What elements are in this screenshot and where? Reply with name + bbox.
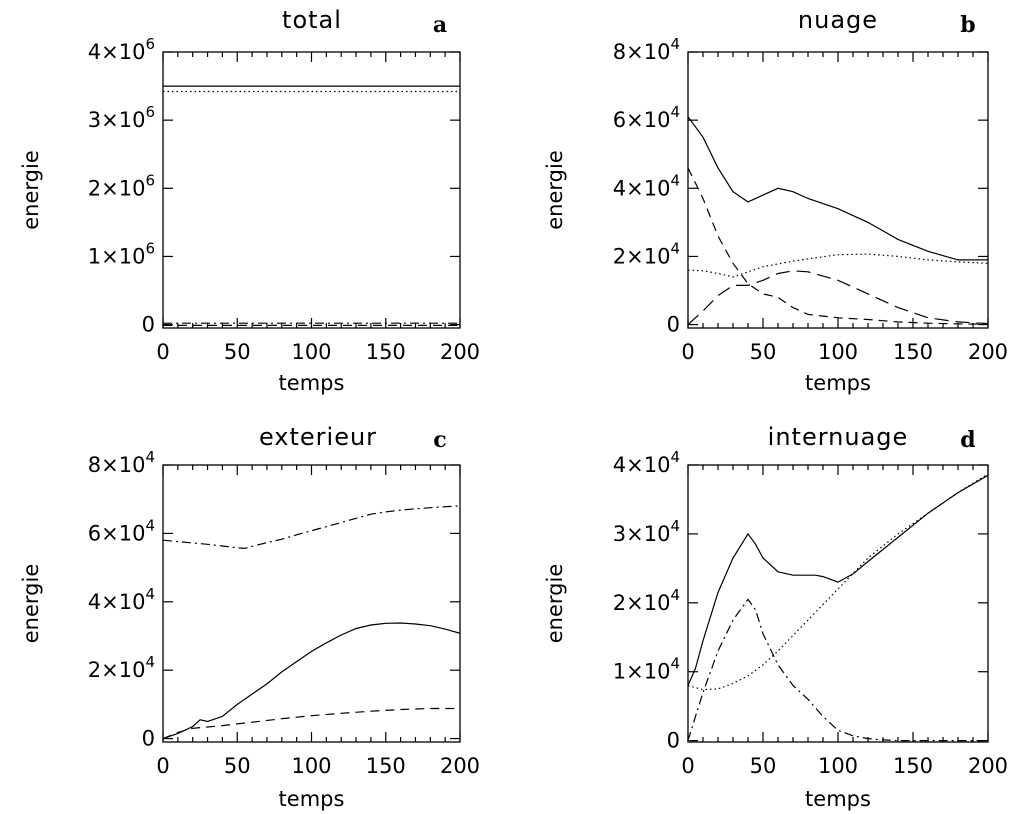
chart-title: exterieur xyxy=(259,423,377,451)
x-tick-label: 50 xyxy=(224,754,251,778)
y-tick-label: 2×104 xyxy=(613,586,680,615)
series-line-solid xyxy=(163,622,460,740)
panel-letter: b xyxy=(960,12,975,38)
y-tick-label: 0 xyxy=(667,729,680,753)
series-line-dashdot xyxy=(688,598,988,742)
x-tick-label: 150 xyxy=(893,754,933,778)
y-axis-label: energie xyxy=(543,150,567,230)
y-tick-label: 4×104 xyxy=(613,171,680,200)
chart-panel-d: internuage d 0 50 100 150 200 0 1×104 2×104 3×104 4… xyxy=(543,423,1008,811)
x-axis-label: temps xyxy=(279,371,345,395)
x-tick-label: 200 xyxy=(968,754,1008,778)
x-tick-label: 0 xyxy=(156,754,169,778)
series-line-dashed xyxy=(163,707,460,740)
panel-letter: a xyxy=(433,12,447,38)
y-tick-label: 3×106 xyxy=(88,103,155,132)
x-tick-label: 50 xyxy=(750,340,777,364)
x-tick-label: 100 xyxy=(818,340,858,364)
series-line-dashdot xyxy=(163,505,460,550)
x-axis-label: temps xyxy=(805,371,871,395)
panel-letter: d xyxy=(960,427,975,453)
chart-panel-a: total a 0 50 100 150 200 0 1×106 2×106 3×106 4×106 t… xyxy=(19,6,480,395)
y-tick-label: 4×104 xyxy=(88,585,155,614)
y-tick-label: 3×104 xyxy=(613,517,680,546)
x-tick-label: 200 xyxy=(440,340,480,364)
y-tick-label: 8×104 xyxy=(88,448,155,477)
plot-frame xyxy=(687,51,989,329)
x-tick-label: 150 xyxy=(366,340,406,364)
y-tick-label: 4×104 xyxy=(613,448,680,477)
x-tick-label: 0 xyxy=(681,754,694,778)
y-tick-label: 4×106 xyxy=(88,35,155,64)
x-tick-label: 50 xyxy=(224,340,251,364)
plot-frame xyxy=(162,51,461,329)
series-line-dashed xyxy=(688,167,988,325)
series-line-longdash xyxy=(688,270,988,326)
y-tick-label: 8×104 xyxy=(613,35,680,64)
y-axis-label: energie xyxy=(543,564,567,644)
panel-letter: c xyxy=(433,427,446,453)
y-axis-label: energie xyxy=(19,564,43,644)
x-tick-label: 200 xyxy=(440,754,480,778)
y-tick-label: 1×104 xyxy=(613,655,680,684)
series-line-dotted xyxy=(688,253,988,278)
x-tick-label: 100 xyxy=(291,754,331,778)
y-tick-label: 6×104 xyxy=(88,516,155,545)
y-tick-label: 1×106 xyxy=(88,239,155,268)
series-line-solid xyxy=(688,116,988,261)
series-line-solid xyxy=(688,474,988,686)
y-tick-label: 0 xyxy=(142,313,155,337)
x-tick-label: 200 xyxy=(968,340,1008,364)
x-tick-label: 150 xyxy=(893,340,933,364)
x-tick-label: 150 xyxy=(366,754,406,778)
x-tick-label: 100 xyxy=(818,754,858,778)
y-tick-label: 2×106 xyxy=(88,171,155,200)
x-axis-label: temps xyxy=(279,787,345,811)
plot-frame xyxy=(687,464,989,743)
chart-panel-c: exterieur c 0 50 100 150 200 0 2×104 4×104 6×104 8×… xyxy=(19,423,480,811)
y-axis-label: energie xyxy=(19,150,43,230)
plot-frame xyxy=(162,464,461,743)
x-tick-label: 100 xyxy=(291,340,331,364)
x-tick-label: 50 xyxy=(750,754,777,778)
chart-title: nuage xyxy=(798,6,878,34)
y-tick-label: 6×104 xyxy=(613,103,680,132)
chart-title: total xyxy=(282,6,342,34)
chart-title: internuage xyxy=(768,423,909,451)
y-tick-label: 0 xyxy=(667,313,680,337)
x-tick-label: 0 xyxy=(681,340,694,364)
x-tick-label: 0 xyxy=(156,340,169,364)
y-tick-label: 0 xyxy=(142,727,155,751)
y-tick-label: 2×104 xyxy=(88,653,155,682)
chart-panel-b: nuage b 0 50 100 150 200 0 2×104 4×104 6×104 8×104 t… xyxy=(543,6,1008,395)
y-tick-label: 2×104 xyxy=(613,239,680,268)
x-axis-label: temps xyxy=(805,787,871,811)
